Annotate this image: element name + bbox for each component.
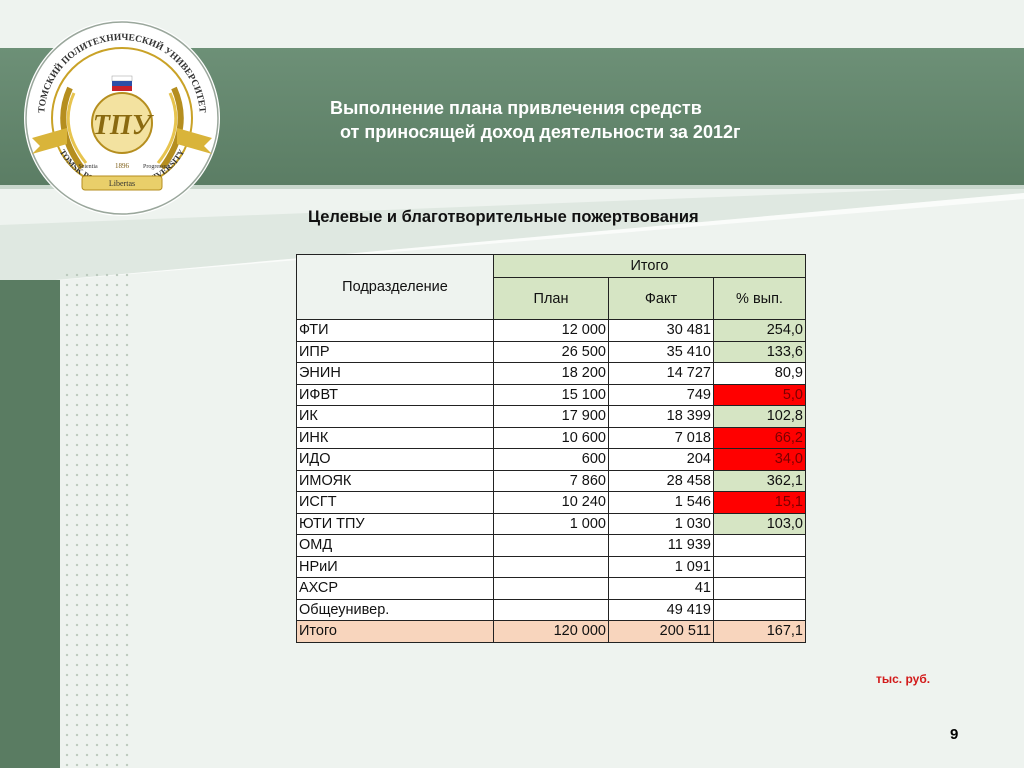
cell-division: АХСР — [296, 577, 494, 600]
title-line-2: от приносящей доход деятельности за 2012… — [340, 122, 741, 142]
table-row: ИФВТ 15 100 749 5,0 — [296, 383, 806, 406]
units-label: тыс. руб. — [876, 672, 931, 686]
table-total-row: Итого 120 000 200 511 167,1 — [296, 620, 806, 643]
cell-division: Общеунивер. — [296, 598, 494, 621]
cell-fact: 30 481 — [608, 319, 714, 342]
cell-pct: 80,9 — [713, 362, 806, 385]
cell-plan — [493, 577, 609, 600]
cell-fact: 7 018 — [608, 426, 714, 449]
section-subtitle: Целевые и благотворительные пожертвовани… — [308, 208, 699, 226]
table-row: ИНК 10 600 7 018 66,2 — [296, 426, 806, 449]
cell-fact: 18 399 — [608, 405, 714, 428]
cell-fact: 49 419 — [608, 598, 714, 621]
cell-plan: 600 — [493, 448, 609, 471]
cell-pct: 5,0 — [713, 383, 806, 406]
cell-fact: 28 458 — [608, 469, 714, 492]
table-row: ИМОЯК 7 860 28 458 362,1 — [296, 469, 806, 492]
header-plan: План — [493, 277, 609, 320]
table-row: ОМД 11 939 — [296, 534, 806, 557]
cell-pct: 254,0 — [713, 319, 806, 342]
cell-plan: 1 000 — [493, 512, 609, 535]
cell-pct: 133,6 — [713, 340, 806, 363]
cell-plan: 10 600 — [493, 426, 609, 449]
logo-monogram: ТПУ — [93, 110, 155, 141]
cell-division: ФТИ — [296, 319, 494, 342]
cell-division: ИК — [296, 405, 494, 428]
table-row: Общеунивер. 49 419 — [296, 598, 806, 621]
logo-year: 1896 — [115, 162, 130, 170]
page-title: Выполнение плана привлечения средств от … — [330, 96, 780, 144]
table-body: ФТИ 12 000 30 481 254,0 ИПР 26 500 35 410 133,6… — [296, 319, 806, 643]
cell-division: ИСГТ — [296, 491, 494, 514]
table-row: ИПР 26 500 35 410 133,6 — [296, 340, 806, 363]
logo-left-ribbon: Scientia — [78, 164, 98, 170]
cell-fact: 1 546 — [608, 491, 714, 514]
cell-pct: 167,1 — [713, 620, 806, 643]
cell-division: ЭНИН — [296, 362, 494, 385]
cell-division: ИДО — [296, 448, 494, 471]
cell-plan — [493, 598, 609, 621]
table-row: ИК 17 900 18 399 102,8 — [296, 405, 806, 428]
cell-pct: 34,0 — [713, 448, 806, 471]
table-row: НРиИ 1 091 — [296, 555, 806, 578]
cell-pct — [713, 534, 806, 557]
cell-pct — [713, 555, 806, 578]
cell-plan: 15 100 — [493, 383, 609, 406]
cell-division: НРиИ — [296, 555, 494, 578]
cell-fact: 35 410 — [608, 340, 714, 363]
cell-fact: 1 030 — [608, 512, 714, 535]
cell-division: ИМОЯК — [296, 469, 494, 492]
cell-division: ЮТИ ТПУ — [296, 512, 494, 535]
cell-plan — [493, 534, 609, 557]
title-line-1: Выполнение плана привлечения средств — [330, 98, 702, 118]
cell-division: ИФВТ — [296, 383, 494, 406]
header-fact: Факт — [608, 277, 714, 320]
cell-fact: 41 — [608, 577, 714, 600]
cell-pct: 102,8 — [713, 405, 806, 428]
cell-plan: 7 860 — [493, 469, 609, 492]
cell-pct — [713, 577, 806, 600]
cell-fact: 749 — [608, 383, 714, 406]
cell-pct: 15,1 — [713, 491, 806, 514]
table-row: ЭНИН 18 200 14 727 80,9 — [296, 362, 806, 385]
cell-pct: 362,1 — [713, 469, 806, 492]
cell-plan — [493, 555, 609, 578]
cell-plan: 10 240 — [493, 491, 609, 514]
cell-division: ОМД — [296, 534, 494, 557]
cell-plan: 17 900 — [493, 405, 609, 428]
table-row: ЮТИ ТПУ 1 000 1 030 103,0 — [296, 512, 806, 535]
header-division: Подразделение — [296, 254, 494, 320]
background-left-band — [0, 280, 60, 768]
cell-fact: 200 511 — [608, 620, 714, 643]
table-row: ФТИ 12 000 30 481 254,0 — [296, 319, 806, 342]
logo-ribbon-text: Libertas — [109, 179, 135, 188]
donations-table: Подразделение Итого План Факт % вып. ФТИ… — [296, 254, 806, 643]
university-logo: ТОМСКИЙ ПОЛИТЕХНИЧЕСКИЙ УНИВЕРСИТЕТ TOMS… — [22, 18, 222, 243]
cell-fact: 11 939 — [608, 534, 714, 557]
background-dot-pattern — [62, 270, 132, 768]
logo-right-ribbon: Progressus — [143, 164, 170, 170]
header-pct: % вып. — [713, 277, 806, 320]
cell-division: Итого — [296, 620, 494, 643]
table-row: ИДО 600 204 34,0 — [296, 448, 806, 471]
table-row: ИСГТ 10 240 1 546 15,1 — [296, 491, 806, 514]
cell-pct — [713, 598, 806, 621]
header-total: Итого — [493, 254, 806, 278]
cell-fact: 14 727 — [608, 362, 714, 385]
cell-fact: 1 091 — [608, 555, 714, 578]
table-row: АХСР 41 — [296, 577, 806, 600]
cell-pct: 66,2 — [713, 426, 806, 449]
cell-division: ИПР — [296, 340, 494, 363]
background-stripe — [0, 185, 1024, 285]
cell-division: ИНК — [296, 426, 494, 449]
cell-plan: 120 000 — [493, 620, 609, 643]
cell-plan: 18 200 — [493, 362, 609, 385]
cell-pct: 103,0 — [713, 512, 806, 535]
cell-plan: 12 000 — [493, 319, 609, 342]
page-number: 9 — [950, 726, 959, 743]
cell-plan: 26 500 — [493, 340, 609, 363]
cell-fact: 204 — [608, 448, 714, 471]
